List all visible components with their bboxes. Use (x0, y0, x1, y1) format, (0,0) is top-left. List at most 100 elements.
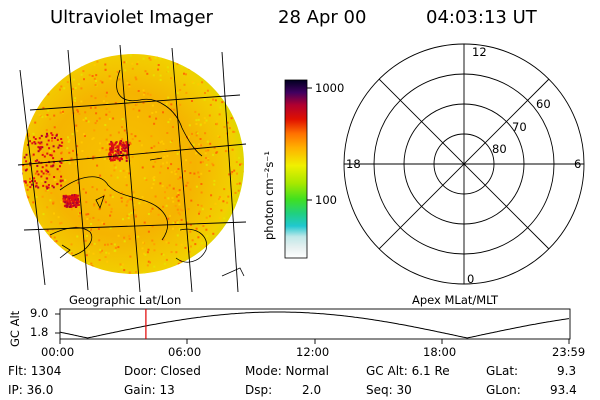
speckle-pixel (96, 55, 99, 58)
aurora-pixel (49, 154, 52, 156)
speckle-pixel (214, 250, 217, 253)
aurora-pixel (109, 156, 112, 159)
aurora-pixel (37, 150, 40, 153)
speckle-pixel (228, 57, 231, 60)
speckle-pixel (174, 170, 177, 173)
speckle-pixel (90, 223, 93, 225)
aurora-pixel (110, 154, 113, 156)
speckle-pixel (240, 196, 243, 199)
lat-label-60: 60 (536, 97, 551, 111)
aurora-pixel (64, 198, 67, 201)
speckle-pixel (99, 251, 102, 254)
speckle-pixel (80, 57, 82, 60)
speckle-pixel (210, 194, 213, 197)
aurora-pixel (119, 140, 122, 143)
speckle-pixel (152, 177, 155, 180)
speckle-pixel (211, 162, 214, 165)
speckle-pixel (134, 135, 137, 138)
speckle-pixel (233, 202, 236, 205)
speckle-pixel (121, 118, 124, 121)
speckle-pixel (207, 149, 210, 152)
speckle-pixel (74, 265, 77, 268)
aurora-pixel (126, 144, 129, 147)
speckle-pixel (184, 246, 187, 249)
speckle-pixel (138, 202, 141, 205)
speckle-pixel (172, 187, 175, 190)
speckle-pixel (202, 160, 204, 163)
aurora-pixel (34, 180, 36, 183)
speckle-pixel (236, 183, 239, 185)
speckle-pixel (166, 154, 169, 157)
speckle-pixel (57, 266, 60, 269)
speckle-pixel (226, 121, 229, 124)
speckle-pixel (197, 171, 200, 174)
speckle-pixel (61, 72, 64, 75)
aurora-pixel (111, 151, 114, 154)
speckle-pixel (107, 186, 110, 189)
speckle-pixel (60, 152, 63, 155)
speckle-pixel (218, 55, 220, 58)
speckle-pixel (199, 259, 202, 262)
speckle-pixel (187, 263, 190, 266)
speckle-pixel (243, 90, 244, 93)
speckle-pixel (159, 57, 162, 60)
aurora-pixel (110, 147, 113, 150)
speckle-pixel (125, 204, 128, 207)
speckle-pixel (87, 267, 90, 270)
speckle-pixel (105, 95, 108, 98)
speckle-pixel (63, 63, 66, 66)
speckle-pixel (126, 201, 129, 204)
speckle-pixel (67, 140, 70, 143)
speckle-pixel (177, 178, 180, 180)
aurora-pixel (45, 185, 48, 188)
speckle-pixel (177, 211, 180, 214)
speckle-pixel (185, 91, 188, 94)
speckle-pixel (202, 260, 205, 263)
aurora-pixel (47, 139, 50, 142)
speckle-pixel (178, 150, 181, 153)
time-label: 04:03:13 UT (426, 7, 537, 28)
speckle-pixel (161, 185, 164, 188)
speckle-pixel (151, 104, 154, 107)
speckle-pixel (85, 191, 87, 194)
speckle-pixel (161, 140, 164, 143)
speckle-pixel (77, 273, 80, 274)
speckle-pixel (90, 262, 93, 265)
speckle-pixel (168, 184, 171, 187)
speckle-pixel (68, 162, 71, 165)
speckle-pixel (201, 81, 204, 84)
aurora-pixel (123, 149, 126, 152)
speckle-pixel (151, 112, 154, 114)
speckle-pixel (191, 81, 194, 84)
speckle-pixel (151, 225, 154, 228)
speckle-pixel (172, 221, 175, 224)
speckle-pixel (151, 207, 154, 210)
aurora-pixel (70, 203, 72, 206)
speckle-pixel (205, 163, 208, 166)
speckle-pixel (66, 147, 69, 150)
speckle-pixel (241, 78, 244, 80)
speckle-pixel (198, 113, 200, 116)
speckle-pixel (194, 243, 197, 246)
speckle-pixel (104, 256, 107, 258)
speckle-pixel (210, 57, 213, 60)
aurora-pixel (36, 170, 39, 173)
speckle-pixel (238, 96, 240, 98)
speckle-pixel (38, 114, 41, 117)
speckle-pixel (55, 240, 58, 243)
speckle-pixel (204, 261, 206, 264)
speckle-pixel (222, 200, 225, 203)
speckle-pixel (23, 76, 25, 79)
speckle-pixel (174, 173, 177, 176)
speckle-pixel (219, 199, 222, 202)
speckle-pixel (220, 209, 223, 212)
speckle-pixel (84, 117, 87, 120)
speckle-pixel (72, 87, 75, 90)
speckle-pixel (179, 103, 182, 106)
speckle-pixel (167, 121, 170, 124)
speckle-pixel (189, 172, 192, 175)
aurora-pixel (67, 195, 70, 198)
aurora-pixel (38, 161, 40, 164)
speckle-pixel (176, 234, 179, 237)
speckle-pixel (104, 243, 106, 246)
